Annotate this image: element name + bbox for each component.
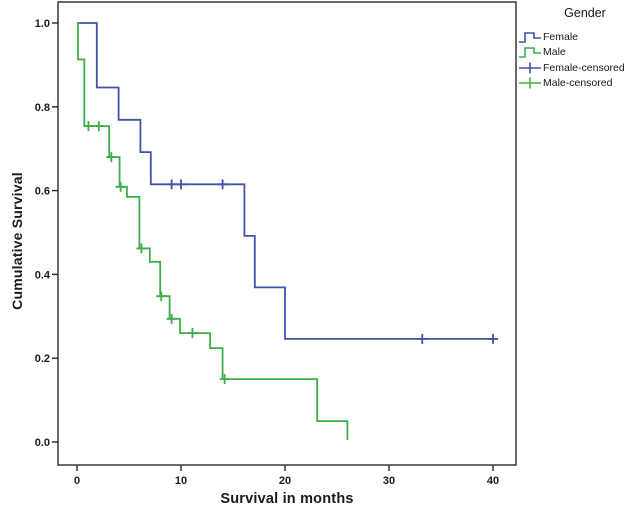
censored-plus-icon (519, 62, 541, 74)
legend-item-male-censored: Male-censored (518, 76, 638, 92)
y-tick-label: 1.0 (35, 18, 50, 30)
male-censored-mark (115, 181, 126, 192)
x-tick-label: 10 (175, 475, 187, 487)
plot-frame (57, 1, 517, 466)
legend-item-female: Female (518, 29, 638, 45)
step-line-icon (519, 47, 541, 59)
female-censored-mark (217, 179, 228, 190)
legend-item-female-censored: Female-censored (518, 60, 638, 76)
legend-item-label: Male (543, 46, 566, 59)
x-tick-label: 40 (487, 475, 499, 487)
legend: Gender Female Male Female-censored Male-cen… (518, 6, 638, 91)
male-censored-mark (136, 243, 147, 254)
x-axis-title: Survival in months (220, 491, 354, 507)
x-tick-label: 20 (279, 475, 291, 487)
male-censored-mark (156, 291, 167, 302)
male-censored-mark (83, 121, 94, 132)
male-censored-mark (106, 152, 117, 163)
legend-item-label: Male-censored (543, 77, 613, 90)
x-tick-label: 0 (74, 475, 80, 487)
y-tick-label: 0.4 (35, 269, 51, 281)
female-censored-mark (488, 333, 498, 344)
legend-item-label: Female (543, 30, 579, 43)
female-censored-mark (176, 179, 186, 190)
y-tick-label: 0.2 (35, 353, 50, 365)
legend-item-male: Male (518, 45, 638, 61)
female-censored-mark (417, 333, 428, 344)
y-tick-label: 0.0 (35, 437, 50, 449)
censored-plus-icon (519, 77, 541, 89)
legend-item-label: Female-censored (543, 61, 625, 74)
male-censored-mark (93, 121, 104, 132)
legend-items: Female Male Female-censored Male-censored (518, 29, 638, 91)
female-censored-mark (166, 179, 177, 190)
step-line-icon (519, 31, 541, 43)
x-tick-label: 30 (383, 475, 395, 487)
male-survival-curve (77, 22, 349, 440)
male-censored-mark (166, 313, 177, 324)
male-censored-mark (219, 374, 230, 385)
female-survival-curve (77, 22, 496, 340)
y-axis-title: Cumulative Survival (9, 172, 25, 310)
male-censored-mark (187, 328, 198, 339)
y-tick-label: 0.6 (35, 186, 50, 198)
y-tick-label: 0.8 (35, 102, 50, 114)
legend-title: Gender (564, 6, 606, 20)
